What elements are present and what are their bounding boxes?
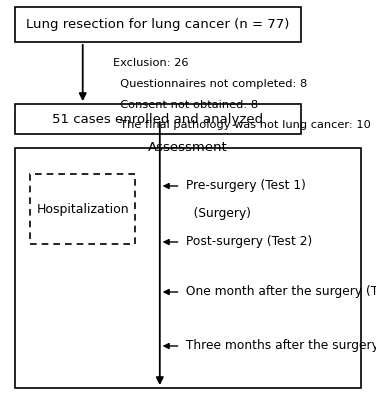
Text: Hospitalization: Hospitalization xyxy=(36,202,129,216)
Text: Questionnaires not completed: 8: Questionnaires not completed: 8 xyxy=(113,79,307,89)
Text: Consent not obtained: 8: Consent not obtained: 8 xyxy=(113,100,258,110)
Text: Three months after the surgery (Test 4): Three months after the surgery (Test 4) xyxy=(182,340,376,352)
Text: Pre-surgery (Test 1): Pre-surgery (Test 1) xyxy=(182,180,306,192)
Text: Lung resection for lung cancer (n = 77): Lung resection for lung cancer (n = 77) xyxy=(26,18,290,31)
Text: 51 cases enrolled and analyzed: 51 cases enrolled and analyzed xyxy=(52,112,264,126)
Bar xyxy=(15,148,361,388)
Bar xyxy=(15,104,301,134)
Bar xyxy=(15,7,301,42)
Text: One month after the surgery (Test 3): One month after the surgery (Test 3) xyxy=(182,286,376,298)
Text: (Surgery): (Surgery) xyxy=(182,208,252,220)
Text: Exclusion: 26: Exclusion: 26 xyxy=(113,58,188,68)
Bar xyxy=(30,174,135,244)
Text: The final pathology was not lung cancer: 10: The final pathology was not lung cancer:… xyxy=(113,120,371,130)
Text: Post-surgery (Test 2): Post-surgery (Test 2) xyxy=(182,236,312,248)
Text: Assessment: Assessment xyxy=(148,141,228,154)
